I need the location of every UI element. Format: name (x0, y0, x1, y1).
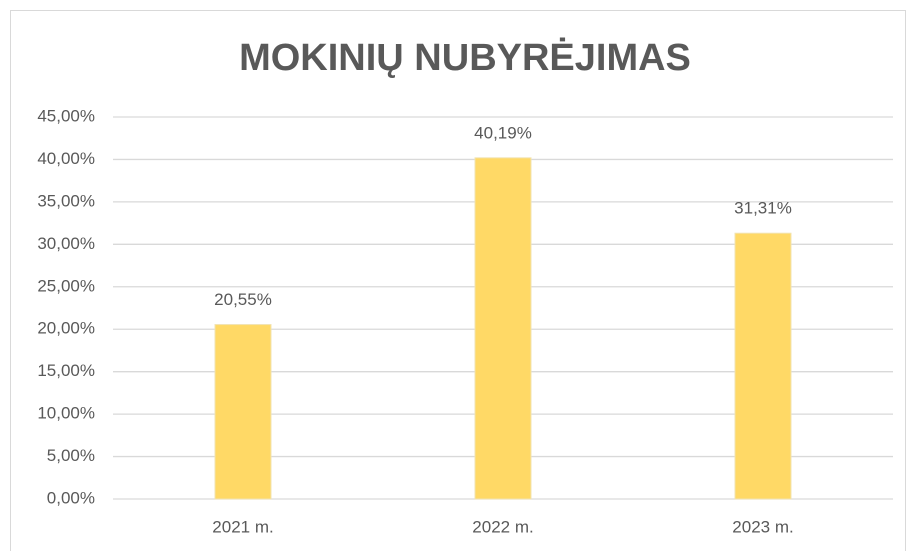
y-tick-label: 20,00% (37, 319, 95, 338)
y-tick-label: 25,00% (37, 276, 95, 295)
bar (734, 232, 792, 500)
y-tick-label: 10,00% (37, 404, 95, 423)
x-tick-label: 2022 m. (472, 517, 533, 536)
y-tick-label: 0,00% (47, 488, 95, 507)
y-tick-label: 40,00% (37, 149, 95, 168)
y-tick-label: 35,00% (37, 191, 95, 210)
bar (474, 157, 532, 500)
bar (214, 324, 272, 500)
data-label: 40,19% (474, 123, 532, 142)
chart-title: MOKINIŲ NUBYRĖJIMAS (239, 37, 691, 79)
data-label: 20,55% (214, 290, 272, 309)
x-tick-label: 2023 m. (732, 517, 793, 536)
y-tick-label: 45,00% (37, 106, 95, 125)
x-tick-label: 2021 m. (212, 517, 273, 536)
y-tick-label: 5,00% (47, 446, 95, 465)
data-label: 31,31% (734, 199, 792, 218)
y-tick-label: 30,00% (37, 234, 95, 253)
y-tick-label: 15,00% (37, 361, 95, 380)
